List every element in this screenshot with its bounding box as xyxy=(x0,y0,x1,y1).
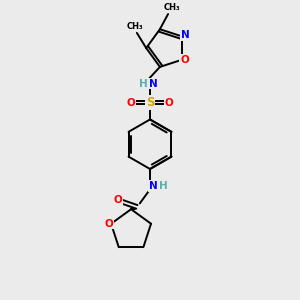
Text: CH₃: CH₃ xyxy=(127,22,144,31)
Text: O: O xyxy=(180,55,189,65)
Text: H: H xyxy=(139,79,148,88)
Text: O: O xyxy=(164,98,173,108)
Text: CH₃: CH₃ xyxy=(163,3,180,12)
Text: N: N xyxy=(181,30,189,40)
Text: O: O xyxy=(113,195,122,205)
Text: S: S xyxy=(146,96,154,109)
Text: H: H xyxy=(159,181,167,191)
Text: N: N xyxy=(148,79,157,88)
Text: O: O xyxy=(104,219,113,229)
Text: N: N xyxy=(148,181,157,191)
Text: O: O xyxy=(127,98,136,108)
